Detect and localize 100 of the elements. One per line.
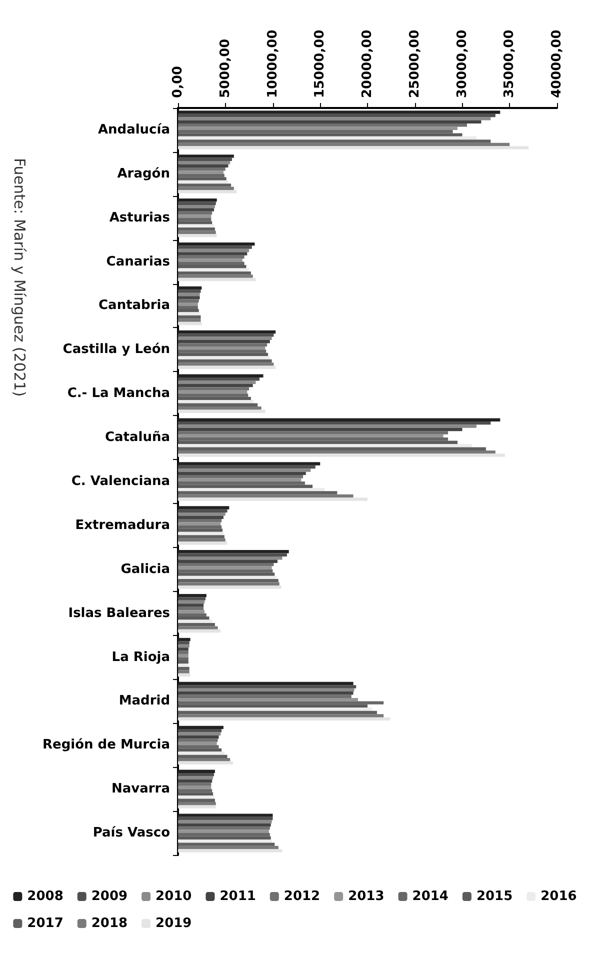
bar	[178, 525, 222, 529]
bar	[178, 717, 390, 721]
bar	[178, 186, 234, 190]
bar	[178, 202, 216, 205]
legend-label: 2009	[91, 889, 128, 904]
legend-label: 2017	[27, 916, 64, 931]
bar	[178, 158, 232, 162]
bar	[178, 274, 253, 278]
bar	[178, 114, 496, 118]
source-note: Fuente: Marín y Mínguez (2021)	[10, 158, 28, 397]
bar	[178, 542, 228, 545]
bar	[178, 154, 234, 158]
bar	[178, 644, 190, 648]
y-tick-label: Navarra	[112, 782, 170, 797]
bar	[178, 224, 214, 228]
bar	[178, 221, 212, 224]
bar	[178, 698, 358, 702]
bar	[178, 410, 266, 413]
bar	[178, 384, 253, 388]
bar	[178, 302, 198, 306]
bar	[178, 654, 188, 658]
bar	[178, 600, 205, 604]
bar	[178, 754, 228, 758]
bar	[178, 685, 356, 688]
bar	[178, 174, 224, 178]
bar	[178, 616, 210, 620]
legend-label: 2016	[540, 889, 577, 904]
bar	[178, 434, 444, 438]
bar	[178, 374, 264, 378]
bar	[178, 248, 250, 252]
bar	[178, 814, 273, 817]
bar	[178, 839, 272, 843]
bar	[178, 761, 233, 764]
bar	[178, 682, 354, 686]
bar	[178, 167, 226, 171]
bar	[178, 626, 218, 630]
bar	[178, 491, 338, 494]
bar	[178, 350, 266, 353]
bar	[178, 518, 222, 522]
bar	[178, 133, 462, 136]
bar	[178, 315, 201, 319]
bar	[178, 579, 278, 582]
bar	[178, 826, 270, 830]
bar	[178, 343, 268, 346]
bar	[178, 378, 260, 381]
bar	[178, 538, 226, 542]
bar	[178, 758, 230, 762]
bar	[178, 318, 201, 322]
bar	[178, 670, 190, 674]
bar	[178, 660, 188, 664]
bar	[178, 286, 202, 290]
bar	[178, 218, 212, 222]
bar	[178, 447, 486, 450]
bar	[178, 673, 190, 677]
bar	[178, 779, 212, 783]
bar	[178, 424, 476, 428]
bar	[178, 802, 216, 806]
bar	[178, 776, 214, 780]
bar	[178, 836, 271, 840]
y-tick-label: Extremadura	[75, 518, 170, 533]
bar	[178, 820, 272, 824]
bar	[178, 214, 212, 218]
bar	[178, 726, 224, 730]
bar	[178, 431, 448, 434]
bar	[178, 299, 199, 303]
x-tick-label: 35000,00	[502, 30, 518, 98]
bar	[178, 516, 224, 519]
bar	[178, 334, 274, 337]
bar	[178, 509, 228, 513]
bar	[178, 796, 214, 799]
bar	[178, 528, 223, 532]
bar	[178, 688, 354, 692]
bar	[178, 701, 384, 704]
bar	[178, 830, 269, 834]
bar	[178, 352, 268, 356]
bar	[178, 246, 252, 249]
bar	[178, 258, 242, 262]
bar	[178, 782, 212, 786]
bar	[178, 190, 237, 194]
bar	[178, 120, 482, 124]
y-tick-label: C. Valenciana	[71, 474, 170, 489]
bar	[178, 161, 230, 164]
bar	[178, 664, 188, 667]
bar	[178, 296, 200, 300]
bar	[178, 390, 248, 394]
bar	[178, 462, 320, 466]
bar	[178, 613, 206, 617]
bar	[178, 184, 232, 187]
bar	[178, 465, 316, 469]
legend-label: 2014	[412, 889, 448, 904]
bar	[178, 833, 270, 836]
bar	[178, 789, 212, 792]
bar	[178, 842, 275, 846]
bar	[178, 330, 276, 334]
bar	[178, 606, 204, 610]
bar	[178, 694, 352, 698]
y-tick-label: Castilla y León	[62, 342, 170, 358]
x-tick-label: 40000,00	[550, 30, 564, 98]
bar	[178, 556, 282, 560]
x-tick-label: 5000,00	[218, 38, 233, 98]
